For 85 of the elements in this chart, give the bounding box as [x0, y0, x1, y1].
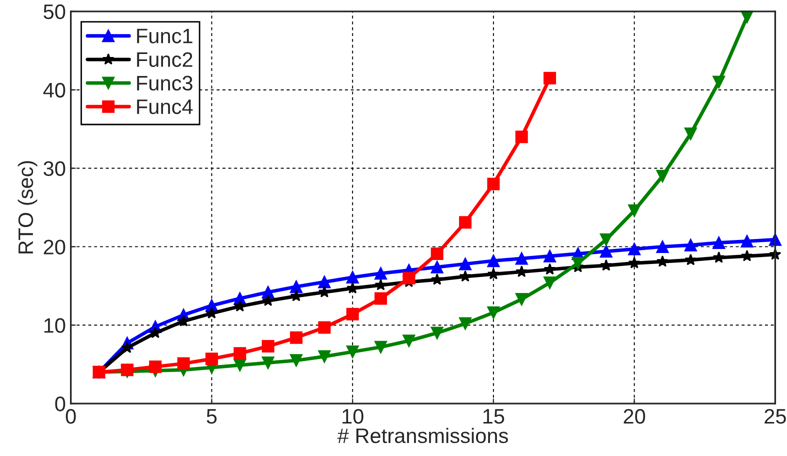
x-tick-label: 15 [483, 409, 504, 424]
point [487, 306, 500, 319]
point [346, 271, 359, 284]
point [430, 248, 444, 260]
point [430, 260, 444, 274]
point [430, 326, 444, 340]
point [600, 259, 612, 271]
point [402, 272, 416, 284]
point [516, 266, 528, 277]
point [459, 258, 472, 270]
y-tick-label: 20 [44, 240, 66, 254]
point [684, 238, 697, 252]
point [656, 240, 669, 253]
point [544, 250, 556, 262]
point [177, 357, 190, 370]
x-tick-label: 5 [206, 409, 217, 424]
legend-label: Func2 [137, 52, 192, 67]
point [346, 308, 359, 320]
legend-label: Func4 [137, 100, 193, 114]
x-tick-label: 25 [764, 408, 786, 424]
point [572, 256, 584, 270]
point [262, 340, 274, 353]
point [712, 236, 726, 250]
point [346, 346, 359, 358]
point [290, 354, 302, 367]
point [656, 170, 669, 182]
point [656, 255, 668, 267]
point [487, 178, 500, 190]
x-tick-label: 20 [624, 408, 646, 424]
point [544, 72, 556, 84]
point [712, 76, 726, 88]
point [600, 245, 612, 258]
point [318, 286, 330, 298]
point [121, 342, 134, 354]
point [628, 242, 641, 256]
point [459, 317, 472, 330]
point [262, 356, 274, 370]
point [234, 347, 246, 360]
y-tick-label: 30 [44, 161, 66, 176]
point [402, 334, 416, 348]
point [431, 273, 444, 285]
point [318, 350, 331, 363]
point [290, 331, 302, 344]
y-tick-label: 0 [55, 396, 66, 412]
point [684, 128, 697, 140]
x-tick-label: 0 [66, 408, 76, 424]
point [234, 300, 246, 312]
point [741, 250, 753, 262]
y-axis-title: RTO (sec) [18, 161, 38, 254]
y-tick-label: 40 [43, 82, 66, 98]
point [740, 234, 754, 248]
point [487, 254, 500, 268]
point [234, 358, 246, 372]
point [544, 276, 556, 290]
point [459, 216, 472, 229]
point [628, 256, 640, 268]
point [487, 268, 500, 280]
point [290, 280, 302, 293]
point [712, 251, 725, 263]
legend-label: Func1 [137, 28, 192, 44]
point [318, 321, 331, 334]
point [374, 278, 387, 290]
point [120, 364, 134, 376]
point [290, 290, 302, 302]
point [628, 204, 641, 217]
point [374, 340, 387, 354]
point [515, 252, 528, 265]
point [459, 270, 472, 282]
point [346, 282, 359, 294]
point [374, 292, 387, 305]
point [515, 292, 528, 306]
x-axis-title: # Retransmissions [337, 428, 508, 444]
point [262, 294, 274, 306]
point [684, 254, 697, 266]
y-tick-label: 50 [44, 4, 66, 20]
point [205, 352, 218, 366]
point [600, 233, 612, 246]
legend-label: Func3 [137, 76, 192, 91]
x-tick-label: 10 [342, 408, 364, 424]
point [544, 263, 556, 275]
point [318, 276, 331, 288]
point [374, 267, 387, 280]
point [515, 130, 528, 144]
y-tick-label: 10 [44, 318, 66, 333]
point [149, 360, 162, 373]
